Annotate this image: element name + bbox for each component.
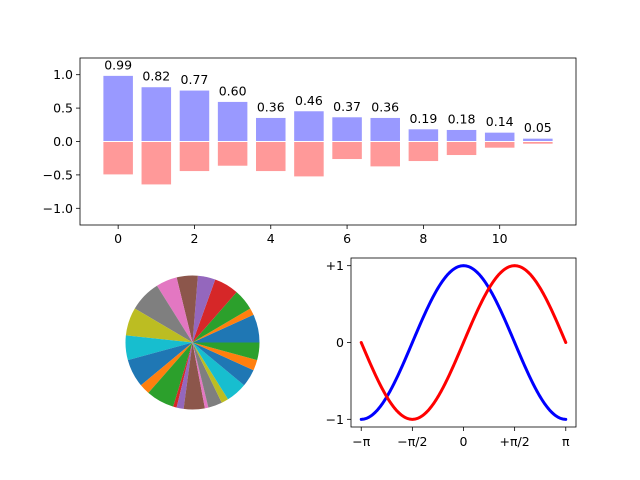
bar-negative xyxy=(445,141,478,157)
pie-slice xyxy=(192,342,260,361)
pie-slice xyxy=(127,342,193,386)
y-tick-label: 0.5 xyxy=(53,101,73,116)
y-tick-label: −1 xyxy=(326,412,344,427)
line-plot-area xyxy=(359,264,568,421)
bar-value-label: 0.99 xyxy=(104,57,132,72)
x-tick-label: π xyxy=(562,434,570,449)
pie-slice xyxy=(125,335,193,361)
bar-value-label: 0.36 xyxy=(371,99,399,114)
pie-slice xyxy=(140,342,193,393)
pie-slice xyxy=(192,292,251,343)
x-tick-label: −π/2 xyxy=(397,434,427,449)
bar-value-labels: 0.99 0.82 0.77 0.60 0.36 0.46 0.37 0.36 0.19 0.18… xyxy=(104,57,552,135)
x-tick-label: 10 xyxy=(492,231,508,246)
line-chart: −π −π/2 0 +π/2 π +1 0 −1 xyxy=(326,257,577,449)
pie-slice xyxy=(192,342,254,386)
pie-slice xyxy=(192,342,245,400)
bar-negative xyxy=(140,141,173,186)
bar-value-label: 0.82 xyxy=(142,69,170,84)
bar-positive xyxy=(102,74,134,142)
bar-positive xyxy=(407,128,440,142)
bar-value-label: 0.14 xyxy=(486,114,514,129)
pie-slice xyxy=(192,314,260,343)
x-tick-label: +π/2 xyxy=(500,434,530,449)
bar-negative xyxy=(102,141,134,176)
bar-positive xyxy=(178,89,211,143)
line-x-ticks: −π −π/2 0 +π/2 π xyxy=(352,427,570,449)
bar-negative xyxy=(483,141,516,149)
y-tick-label: 1.0 xyxy=(53,67,73,82)
x-tick-label: −π xyxy=(352,434,370,449)
bar-negative xyxy=(293,141,325,178)
bar-negative xyxy=(331,141,363,161)
bar-marks xyxy=(102,74,554,186)
bar-value-label: 0.19 xyxy=(409,111,437,126)
x-tick-label: 0 xyxy=(460,434,468,449)
bar-value-label: 0.37 xyxy=(333,99,361,114)
bar-positive xyxy=(216,100,249,142)
pie-slice xyxy=(192,342,222,408)
bar-negative xyxy=(178,141,211,173)
bar-negative xyxy=(255,141,287,173)
y-tick-label: −0.5 xyxy=(43,167,73,182)
pie-slice xyxy=(183,342,205,410)
bar-chart: 0.99 0.82 0.77 0.60 0.36 0.46 0.37 0.36 0.19 0.18… xyxy=(43,57,577,246)
pie-slice xyxy=(156,277,193,343)
pie-slice xyxy=(176,275,198,343)
bar-value-label: 0.46 xyxy=(295,93,323,108)
pie-slice xyxy=(134,285,193,343)
y-tick-label: −1.0 xyxy=(43,201,73,216)
bar-positive xyxy=(483,131,516,142)
pie-chart xyxy=(125,275,260,410)
pie-slice xyxy=(125,308,193,343)
y-tick-label: 0 xyxy=(336,335,344,350)
line-series-sin xyxy=(359,264,568,421)
pie-slice xyxy=(192,342,209,409)
bar-negative xyxy=(407,141,440,163)
bar-value-label: 0.18 xyxy=(448,111,476,126)
x-tick-label: 6 xyxy=(343,231,351,246)
bar-positive xyxy=(293,110,325,143)
y-tick-label: 0.0 xyxy=(53,134,73,149)
pie-slice xyxy=(176,342,193,409)
bar-positive xyxy=(369,116,401,143)
bar-positive xyxy=(255,116,287,143)
bar-value-label: 0.05 xyxy=(524,120,552,135)
bar-value-label: 0.77 xyxy=(181,72,209,87)
x-tick-label: 0 xyxy=(114,231,122,246)
x-tick-label: 2 xyxy=(190,231,198,246)
pie-slice xyxy=(192,275,216,343)
bar-positive xyxy=(445,128,478,142)
bar-y-ticks: 1.0 0.5 0.0 −0.5 −1.0 xyxy=(43,67,80,216)
y-tick-label: +1 xyxy=(326,258,344,273)
bar-negative xyxy=(522,141,554,145)
bar-positive xyxy=(331,116,363,142)
x-tick-label: 8 xyxy=(419,231,427,246)
bar-value-label: 0.36 xyxy=(257,99,285,114)
pie-slice xyxy=(148,342,193,407)
pie-slice xyxy=(192,342,229,403)
bar-negative xyxy=(216,141,249,167)
bar-positive xyxy=(140,86,173,142)
bar-negative xyxy=(369,141,401,168)
bar-positive xyxy=(522,137,554,143)
pie-slice xyxy=(192,308,254,343)
x-tick-label: 4 xyxy=(267,231,275,246)
line-series-cos xyxy=(359,264,568,421)
pie-slice xyxy=(192,342,258,371)
bar-x-ticks: 0 2 4 6 8 10 xyxy=(114,225,508,246)
pie-slice xyxy=(192,279,237,343)
pie-slice xyxy=(173,342,193,408)
line-y-ticks: +1 0 −1 xyxy=(326,258,351,427)
bar-value-label: 0.60 xyxy=(219,83,247,98)
